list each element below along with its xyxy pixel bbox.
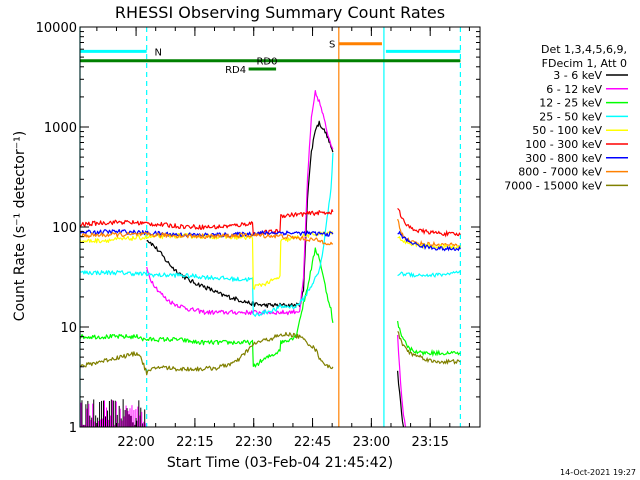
x-tick-label: 23:15 (411, 435, 448, 450)
y-axis (80, 26, 480, 428)
post-gap-line-8 (397, 370, 405, 428)
post-gap-line-6 (397, 330, 461, 366)
series-line-5 (79, 209, 334, 237)
series-line-2 (79, 247, 334, 368)
x-tick-label: 22:45 (294, 435, 331, 450)
series-line-6 (79, 229, 334, 238)
series-line-8 (79, 331, 334, 376)
post-gap-line-4 (397, 270, 461, 278)
y-tick-label: 10 (60, 321, 77, 336)
plot-layer: N RD0 RD4 S 1 10 100 1000 10000 22:00 22:15 22:30 22… (36, 21, 628, 450)
y-tick-label: 10000 (36, 21, 77, 36)
post-gap-line-0 (397, 207, 461, 238)
chart-title: RHESSI Observing Summary Count Rates (115, 3, 445, 22)
x-axis (96, 27, 470, 427)
legend-label: 12 - 25 keV (539, 97, 602, 110)
series-line-7 (79, 231, 334, 246)
y-tick-label: 1 (69, 421, 77, 436)
y-axis-label: Count Rate (s⁻¹ detector⁻¹) (12, 131, 28, 321)
legend-label: 7000 - 15000 keV (504, 179, 602, 192)
series-line-3 (79, 152, 334, 317)
legend-label: 300 - 800 keV (525, 152, 602, 165)
flag-label: RD0 (256, 57, 277, 68)
post-gap-line-3 (397, 230, 461, 252)
legend-label: 800 - 7000 keV (518, 166, 602, 179)
y-tick-label: 100 (52, 221, 77, 236)
y-tick-label: 1000 (44, 121, 77, 136)
legend-label: 3 - 6 keV (553, 69, 602, 82)
series-line-1 (146, 89, 334, 316)
x-tick-label: 22:30 (235, 435, 272, 450)
render-timestamp: 14-Oct-2021 19:27 (560, 468, 636, 477)
low-rate-noise-band (79, 399, 147, 427)
legend-label: 100 - 300 keV (525, 138, 602, 151)
legend-header: Det 1,3,4,5,6,9, (541, 43, 627, 56)
post-gap-line-7 (397, 334, 407, 428)
x-tick-label: 23:00 (353, 435, 390, 450)
x-tick-label: 22:15 (176, 435, 213, 450)
legend-label: 50 - 100 keV (532, 124, 602, 137)
flag-label: S (329, 40, 335, 51)
x-tick-label: 22:00 (117, 435, 154, 450)
legend-label: 25 - 50 keV (539, 110, 602, 123)
legend: Det 1,3,4,5,6,9,FDecim 1, Att 03 - 6 keV… (504, 43, 628, 192)
post-gap-line-5 (397, 320, 461, 358)
series-line-4 (79, 230, 334, 290)
legend-header: FDecim 1, Att 0 (542, 57, 627, 70)
x-axis-label: Start Time (03-Feb-04 21:45:42) (167, 455, 393, 471)
legend-label: 6 - 12 keV (546, 83, 602, 96)
flag-label: N (155, 47, 162, 58)
flag-label: RD4 (225, 65, 246, 76)
